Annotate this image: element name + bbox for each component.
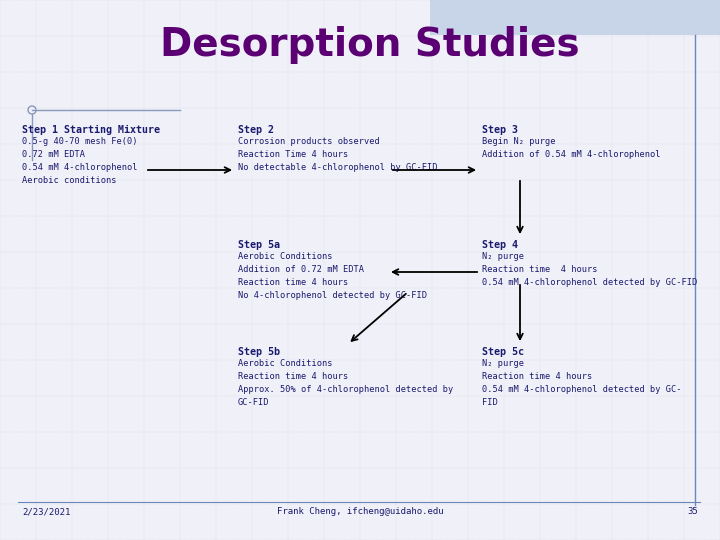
Text: 2/23/2021: 2/23/2021	[22, 508, 71, 516]
Text: Frank Cheng, ifcheng@uidaho.edu: Frank Cheng, ifcheng@uidaho.edu	[276, 508, 444, 516]
Text: Step 5b: Step 5b	[238, 347, 280, 357]
Bar	[430, 0, 720, 35]
Text: N₂ purge
Reaction time 4 hours
0.54 mM 4-chlorophenol detected by GC-
FID: N₂ purge Reaction time 4 hours 0.54 mM 4…	[482, 359, 682, 407]
Text: Step 2: Step 2	[238, 125, 274, 135]
Text: Begin N₂ purge
Addition of 0.54 mM 4-chlorophenol: Begin N₂ purge Addition of 0.54 mM 4-chl…	[482, 137, 660, 159]
Text: Step 1 Starting Mixture: Step 1 Starting Mixture	[22, 125, 160, 135]
Text: N₂ purge
Reaction time  4 hours
0.54 mM 4-chlorophenol detected by GC-FID: N₂ purge Reaction time 4 hours 0.54 mM 4…	[482, 252, 697, 287]
Text: Step 5c: Step 5c	[482, 347, 524, 357]
Text: 0.5-g 40-70 mesh Fe(0)
0.72 mM EDTA
0.54 mM 4-chlorophenol
Aerobic conditions: 0.5-g 40-70 mesh Fe(0) 0.72 mM EDTA 0.54…	[22, 137, 138, 185]
Text: Step 5a: Step 5a	[238, 240, 280, 250]
Text: Aerobic Conditions
Addition of 0.72 mM EDTA
Reaction time 4 hours
No 4-chlorophe: Aerobic Conditions Addition of 0.72 mM E…	[238, 252, 427, 300]
Text: Desorption Studies: Desorption Studies	[160, 26, 580, 64]
Text: Step 4: Step 4	[482, 240, 518, 250]
Text: 35: 35	[688, 508, 698, 516]
Text: Aerobic Conditions
Reaction time 4 hours
Approx. 50% of 4-chlorophenol detected : Aerobic Conditions Reaction time 4 hours…	[238, 359, 454, 407]
Text: Step 3: Step 3	[482, 125, 518, 135]
Text: Corrosion products observed
Reaction Time 4 hours
No detectable 4-chlorophenol b: Corrosion products observed Reaction Tim…	[238, 137, 438, 172]
